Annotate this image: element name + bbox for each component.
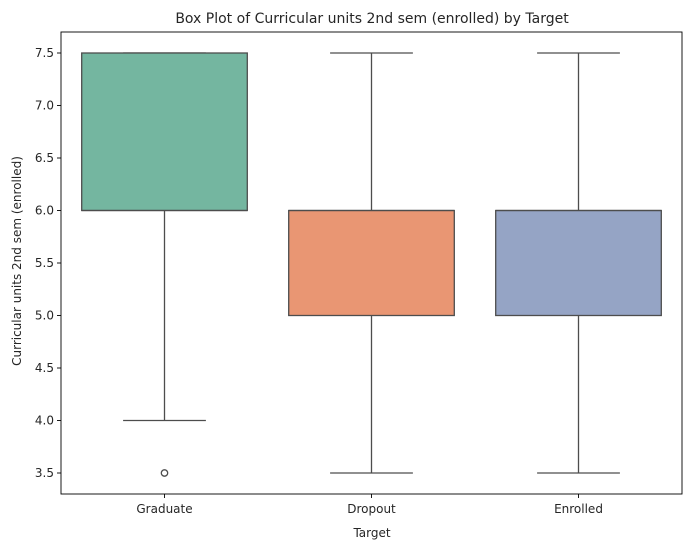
box-dropout [288, 209, 455, 317]
x-tick-label: Dropout [347, 502, 396, 516]
x-tick-label: Enrolled [554, 502, 603, 516]
y-tick-label: 4.5 [35, 361, 54, 375]
outlier-point [160, 469, 169, 477]
box-enrolled [495, 209, 662, 317]
box-graduate [81, 52, 248, 212]
y-tick-label: 5.0 [35, 309, 54, 323]
y-tick-label: 3.5 [35, 466, 54, 480]
y-tick-label: 6.0 [35, 204, 54, 218]
x-axis-label: Target [352, 526, 390, 540]
y-tick-label: 7.5 [35, 46, 54, 60]
y-tick-label: 6.5 [35, 151, 54, 165]
x-tick-label: Graduate [136, 502, 192, 516]
y-axis-label: Curricular units 2nd sem (enrolled) [10, 156, 24, 366]
y-tick-label: 4.0 [35, 414, 54, 428]
chart-title: Box Plot of Curricular units 2nd sem (en… [175, 11, 569, 27]
y-tick-label: 7.0 [35, 99, 54, 113]
plot-area: 3.5 4.0 4.5 5.0 5.5 6.0 6.5 7.0 7.5 Graduate Dropo… [35, 31, 683, 516]
y-tick-label: 5.5 [35, 256, 54, 270]
